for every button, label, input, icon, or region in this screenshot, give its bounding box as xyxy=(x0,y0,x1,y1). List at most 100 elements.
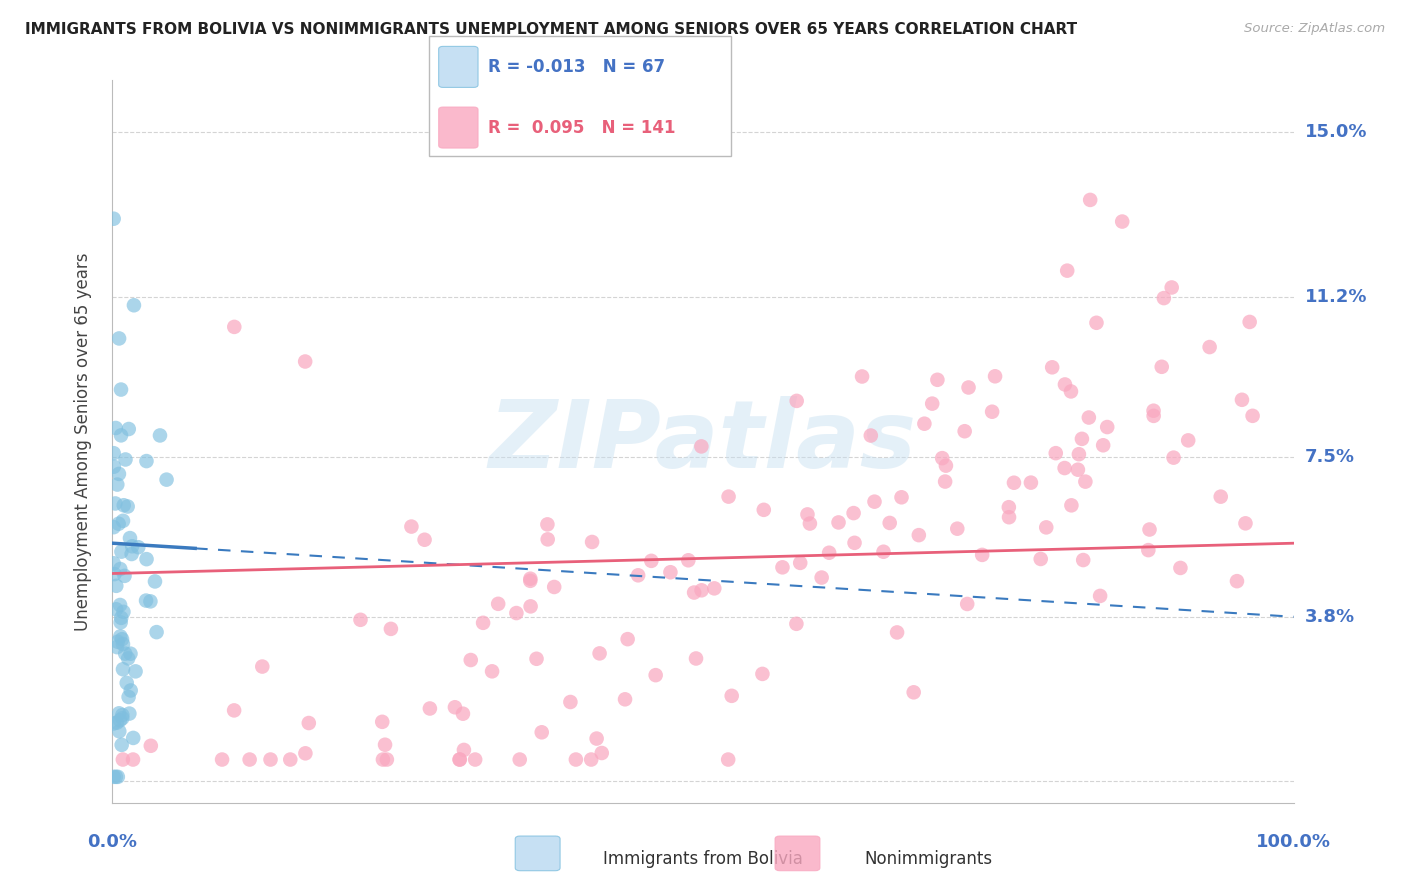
Point xyxy=(981,405,1004,419)
Point xyxy=(530,725,553,739)
Text: 3.8%: 3.8% xyxy=(1305,607,1355,626)
Point xyxy=(121,539,143,553)
Point xyxy=(1160,280,1182,294)
Point xyxy=(543,580,565,594)
Point xyxy=(103,770,125,784)
Point xyxy=(934,475,956,489)
Point xyxy=(1226,574,1249,589)
Point xyxy=(1150,359,1173,374)
Point xyxy=(1071,432,1094,446)
Point xyxy=(1177,434,1199,448)
Point xyxy=(114,647,136,661)
Point xyxy=(1035,520,1057,534)
Point xyxy=(1056,263,1078,277)
Point xyxy=(1198,340,1220,354)
Point xyxy=(294,747,316,761)
Point xyxy=(1170,561,1192,575)
Point xyxy=(114,569,136,583)
Point xyxy=(1071,553,1094,567)
FancyBboxPatch shape xyxy=(775,836,820,871)
Point xyxy=(998,510,1021,524)
Point xyxy=(560,695,582,709)
Text: 7.5%: 7.5% xyxy=(1305,448,1354,466)
Point xyxy=(903,685,925,699)
Point xyxy=(371,752,394,766)
Point xyxy=(107,770,129,784)
Point xyxy=(112,605,135,619)
Point xyxy=(108,331,131,345)
Point xyxy=(108,724,131,739)
Point xyxy=(105,640,128,654)
Point xyxy=(110,428,132,442)
Point xyxy=(912,417,935,431)
Point xyxy=(579,752,602,766)
Point xyxy=(118,422,141,436)
Point xyxy=(444,700,467,714)
Point xyxy=(536,517,558,532)
Point xyxy=(122,731,145,745)
Point xyxy=(105,477,128,491)
Point xyxy=(890,490,912,504)
Point xyxy=(720,689,742,703)
Point xyxy=(879,516,901,530)
Point xyxy=(614,692,637,706)
Text: R = -0.013   N = 67: R = -0.013 N = 67 xyxy=(488,58,665,76)
Text: 0.0%: 0.0% xyxy=(87,833,138,851)
Point xyxy=(460,653,482,667)
Point xyxy=(640,554,662,568)
Point xyxy=(374,738,396,752)
Point xyxy=(659,566,682,580)
Text: Source: ZipAtlas.com: Source: ZipAtlas.com xyxy=(1244,22,1385,36)
Point xyxy=(481,665,503,679)
Point xyxy=(259,752,281,766)
Point xyxy=(107,516,129,531)
Point xyxy=(114,452,136,467)
Point xyxy=(110,629,132,643)
Text: ZIPatlas: ZIPatlas xyxy=(489,395,917,488)
Point xyxy=(103,520,125,534)
Point xyxy=(111,708,134,723)
Point xyxy=(107,634,129,648)
Point xyxy=(1067,463,1090,477)
Point xyxy=(401,519,423,533)
Point xyxy=(859,428,882,442)
Point xyxy=(449,752,471,766)
Text: IMMIGRANTS FROM BOLIVIA VS NONIMMIGRANTS UNEMPLOYMENT AMONG SENIORS OVER 65 YEAR: IMMIGRANTS FROM BOLIVIA VS NONIMMIGRANTS… xyxy=(25,22,1077,37)
Point xyxy=(799,516,821,531)
Point xyxy=(953,424,976,438)
Point xyxy=(127,540,149,554)
Point xyxy=(111,637,134,651)
Point xyxy=(786,393,808,408)
Point xyxy=(1137,543,1160,558)
Point xyxy=(1060,384,1083,399)
Point xyxy=(1153,291,1175,305)
Point xyxy=(108,598,131,612)
Point xyxy=(145,625,167,640)
Text: Nonimmigrants: Nonimmigrants xyxy=(865,850,993,868)
Point xyxy=(1241,409,1264,423)
Point xyxy=(519,572,541,586)
Point xyxy=(139,739,162,753)
Point xyxy=(591,746,613,760)
Point xyxy=(772,560,794,574)
Point xyxy=(818,546,841,560)
Point xyxy=(211,752,233,766)
FancyBboxPatch shape xyxy=(515,836,560,871)
Point xyxy=(108,713,131,727)
Point xyxy=(103,211,125,226)
Point xyxy=(112,498,135,512)
Point xyxy=(224,319,246,334)
Point xyxy=(105,602,128,616)
Point xyxy=(690,439,713,453)
Point xyxy=(505,606,527,620)
Point xyxy=(413,533,436,547)
Text: Immigrants from Bolivia: Immigrants from Bolivia xyxy=(603,850,803,868)
Point xyxy=(1163,450,1185,465)
Point xyxy=(103,459,125,474)
Point xyxy=(103,556,125,570)
Point xyxy=(1078,193,1101,207)
Point xyxy=(103,716,125,731)
Point xyxy=(872,545,894,559)
Point xyxy=(1234,516,1257,531)
Point xyxy=(294,354,316,368)
